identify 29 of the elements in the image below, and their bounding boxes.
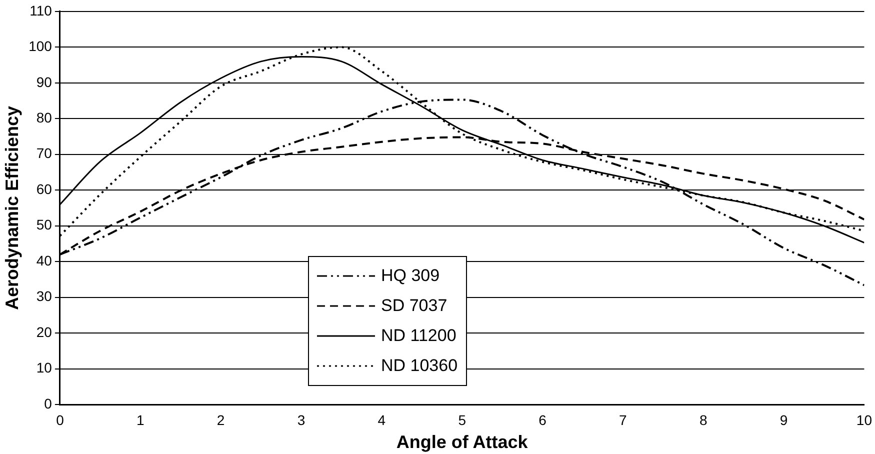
- y-tick-label: 20: [36, 324, 52, 340]
- x-tick-label: 0: [56, 412, 64, 428]
- y-axis-title: Aerodynamic Efficiency: [2, 106, 22, 310]
- y-tick-label: 40: [36, 252, 52, 268]
- x-tick-label: 4: [378, 412, 386, 428]
- legend-label: ND 10360: [381, 356, 458, 376]
- y-tick-label: 30: [36, 288, 52, 304]
- y-tick-label: 0: [44, 395, 52, 412]
- x-axis-title: Angle of Attack: [396, 432, 529, 452]
- y-tick-label: 50: [36, 216, 52, 233]
- legend-label: ND 11200: [381, 326, 456, 346]
- x-tick-label: 10: [856, 412, 872, 428]
- x-tick-label: 2: [216, 412, 225, 428]
- x-tick-label: 1: [136, 412, 144, 428]
- legend-label: SD 7037: [381, 296, 448, 316]
- y-tick-label: 60: [36, 180, 52, 197]
- x-tick-label: 8: [699, 412, 708, 428]
- y-tick-label: 10: [36, 360, 52, 376]
- legend-label: HQ 309: [381, 266, 440, 286]
- x-tick-label: 5: [458, 412, 466, 428]
- y-tick-label: 90: [36, 74, 52, 90]
- y-tick-label: 100: [28, 38, 52, 54]
- x-tick-label: 9: [780, 412, 788, 428]
- x-tick-label: 3: [297, 412, 306, 428]
- x-tick-label: 7: [619, 412, 628, 428]
- y-tick-label: 110: [30, 2, 52, 18]
- y-tick-label: 80: [36, 109, 52, 126]
- x-tick-label: 6: [538, 412, 547, 428]
- y-tick-label: 70: [36, 145, 52, 162]
